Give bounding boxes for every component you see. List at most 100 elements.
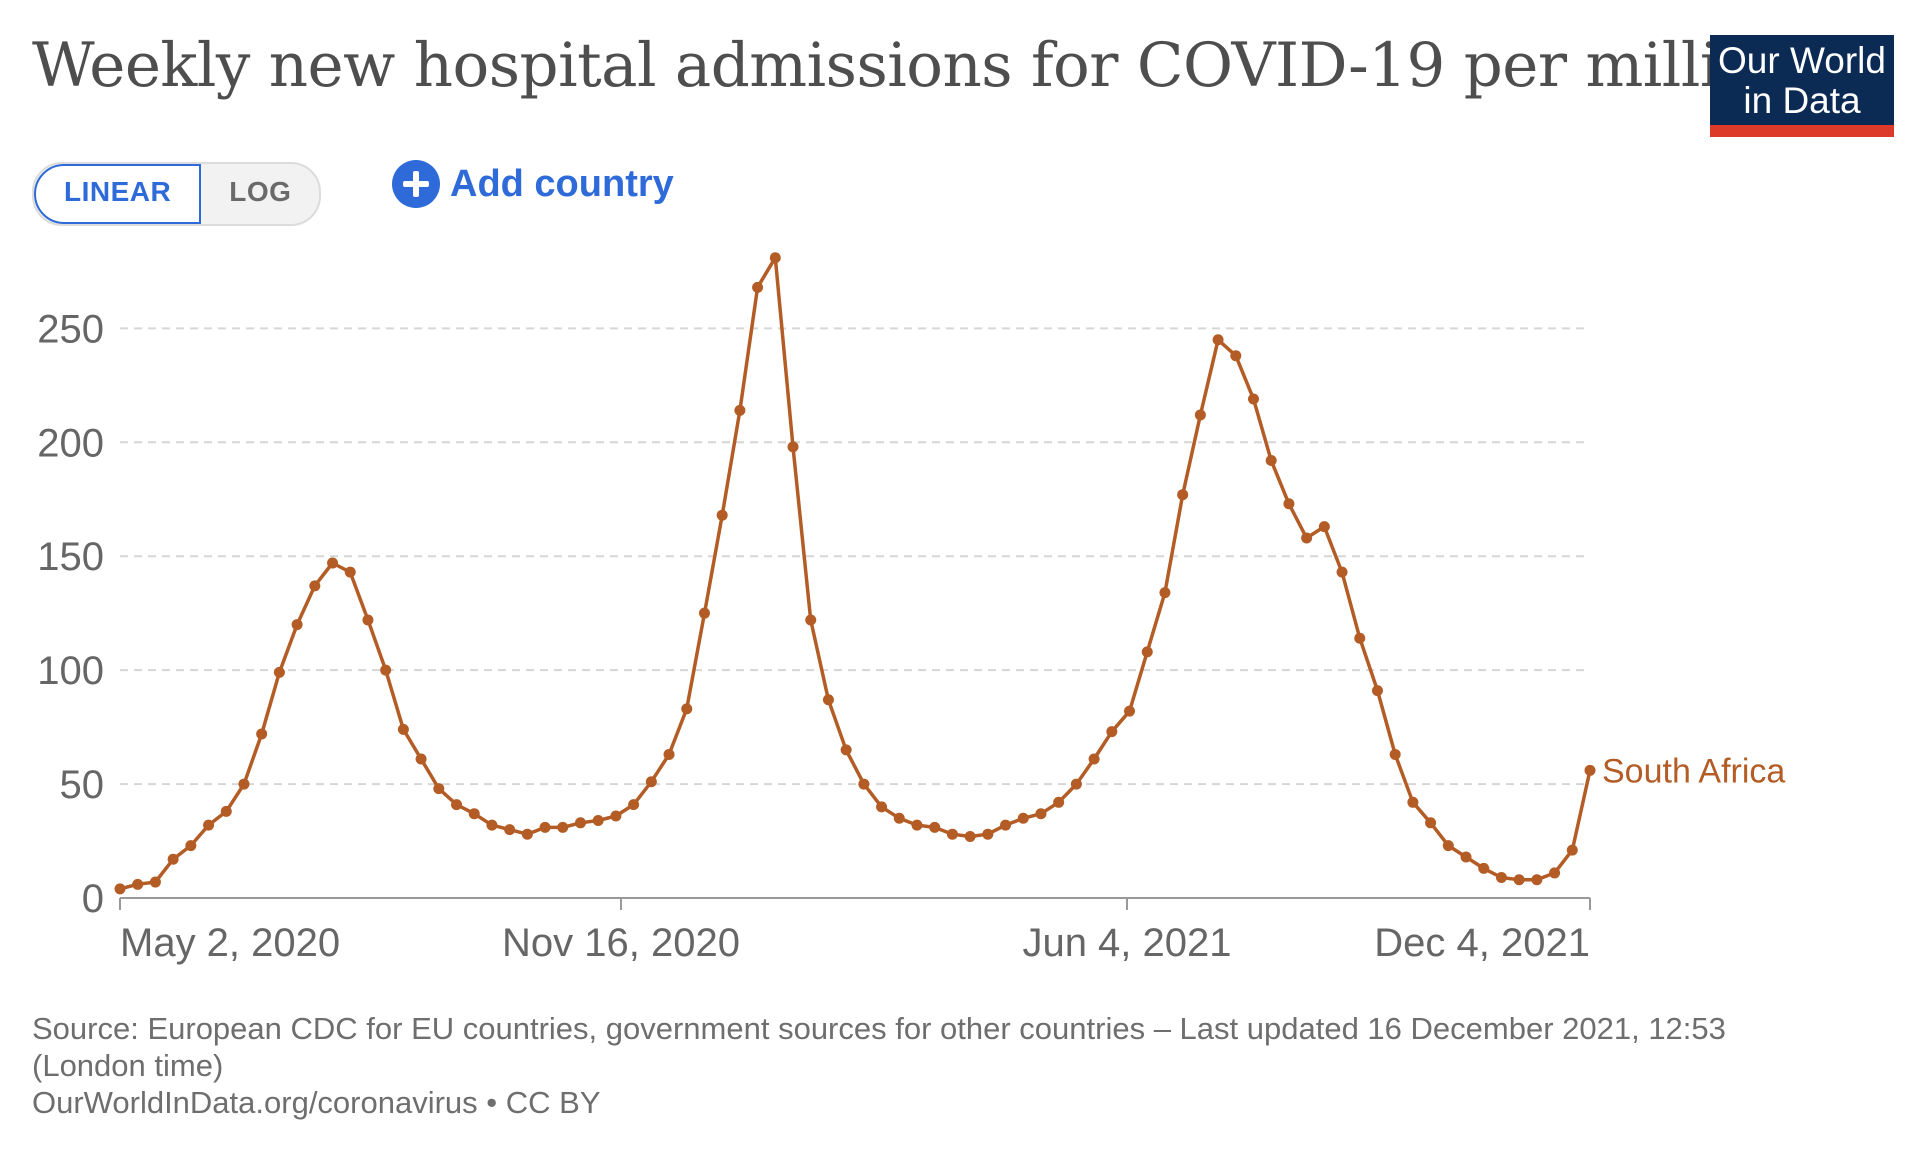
data-point[interactable]	[1442, 840, 1454, 852]
x-tick-label: Jun 4, 2021	[1022, 921, 1231, 965]
data-point[interactable]	[1194, 409, 1206, 421]
data-point[interactable]	[451, 799, 463, 811]
data-point[interactable]	[291, 619, 303, 631]
data-point[interactable]	[893, 812, 905, 824]
logo-line-2: in Data	[1743, 80, 1861, 121]
data-point[interactable]	[1283, 498, 1295, 510]
data-point[interactable]	[1000, 819, 1012, 831]
data-point[interactable]	[1566, 844, 1578, 856]
data-point[interactable]	[574, 817, 586, 829]
data-point[interactable]	[1549, 867, 1561, 879]
data-point[interactable]	[628, 799, 640, 811]
data-point[interactable]	[1301, 532, 1313, 544]
data-point[interactable]	[1141, 646, 1153, 658]
data-point[interactable]	[380, 664, 392, 676]
data-point[interactable]	[645, 776, 657, 788]
data-point[interactable]	[149, 876, 161, 888]
data-point[interactable]	[362, 614, 374, 626]
data-point[interactable]	[504, 824, 516, 836]
data-point[interactable]	[840, 744, 852, 756]
data-point[interactable]	[309, 580, 321, 592]
series-line-south-africa[interactable]	[119, 255, 1592, 891]
data-point[interactable]	[486, 819, 498, 831]
data-point[interactable]	[1265, 455, 1277, 467]
scale-log-button[interactable]: LOG	[229, 176, 292, 207]
data-point[interactable]	[1106, 726, 1118, 738]
data-point[interactable]	[876, 801, 888, 813]
data-point[interactable]	[397, 723, 409, 735]
data-point[interactable]	[1017, 812, 1029, 824]
data-point[interactable]	[911, 819, 923, 831]
data-point[interactable]	[1389, 748, 1401, 760]
data-point[interactable]	[734, 404, 746, 416]
add-country-button[interactable]: Add country	[392, 160, 674, 208]
data-point[interactable]	[1212, 334, 1224, 346]
data-point[interactable]	[167, 853, 179, 865]
x-tick-label: May 2, 2020	[120, 921, 340, 965]
data-point[interactable]	[1478, 862, 1490, 874]
data-point[interactable]	[1584, 764, 1596, 776]
data-point[interactable]	[610, 810, 622, 822]
data-point[interactable]	[344, 566, 356, 578]
data-point[interactable]	[663, 748, 675, 760]
data-point[interactable]	[1371, 685, 1383, 697]
data-point[interactable]	[1513, 874, 1525, 886]
data-point[interactable]	[1425, 817, 1437, 829]
y-tick-label: 250	[37, 307, 104, 351]
owid-logo[interactable]: Our World in Data	[1710, 35, 1894, 137]
data-point[interactable]	[1035, 808, 1047, 820]
data-point[interactable]	[1460, 851, 1472, 863]
data-point[interactable]	[327, 557, 339, 569]
data-point[interactable]	[220, 805, 232, 817]
data-point[interactable]	[468, 808, 480, 820]
data-point[interactable]	[185, 840, 197, 852]
x-tick-label: Dec 4, 2021	[1374, 921, 1590, 965]
data-point[interactable]	[1495, 871, 1507, 883]
data-point[interactable]	[1354, 632, 1366, 644]
data-point[interactable]	[716, 509, 728, 521]
plus-circle-icon	[392, 160, 440, 208]
data-point[interactable]	[752, 281, 764, 293]
data-point[interactable]	[1247, 393, 1259, 405]
data-point[interactable]	[1177, 489, 1189, 501]
data-point[interactable]	[238, 778, 250, 790]
data-point[interactable]	[256, 728, 268, 740]
y-tick-label: 50	[60, 763, 105, 807]
data-point[interactable]	[1407, 796, 1419, 808]
data-point[interactable]	[203, 819, 215, 831]
data-point[interactable]	[1053, 796, 1065, 808]
scale-linear-button[interactable]: LINEAR	[34, 164, 202, 224]
data-point[interactable]	[1336, 566, 1348, 578]
data-point[interactable]	[1531, 874, 1543, 886]
data-point[interactable]	[592, 815, 604, 827]
data-point[interactable]	[787, 441, 799, 453]
source-link[interactable]: OurWorldInData.org/coronavirus • CC BY	[32, 1085, 601, 1120]
data-point[interactable]	[273, 666, 285, 678]
data-point[interactable]	[415, 753, 427, 765]
data-point[interactable]	[1230, 350, 1242, 362]
data-point[interactable]	[1088, 753, 1100, 765]
data-point[interactable]	[698, 607, 710, 619]
data-point[interactable]	[982, 828, 994, 840]
data-point[interactable]	[858, 778, 870, 790]
data-point[interactable]	[1318, 521, 1330, 533]
data-point[interactable]	[539, 821, 551, 833]
data-point[interactable]	[557, 821, 569, 833]
data-point[interactable]	[929, 821, 941, 833]
data-point[interactable]	[822, 694, 834, 706]
data-point[interactable]	[521, 828, 533, 840]
data-point[interactable]	[946, 828, 958, 840]
data-point[interactable]	[1070, 778, 1082, 790]
scale-toggle: LINEAR LOG	[32, 162, 322, 226]
data-point[interactable]	[681, 703, 693, 715]
data-point[interactable]	[769, 252, 781, 264]
data-point[interactable]	[805, 614, 817, 626]
data-point[interactable]	[964, 830, 976, 842]
data-point[interactable]	[1159, 587, 1171, 599]
chart-title: Weekly new hospital admissions for COVID…	[32, 30, 1794, 101]
data-point[interactable]	[433, 783, 445, 795]
data-point[interactable]	[1124, 705, 1136, 717]
series-label-south-africa[interactable]: South Africa	[1602, 752, 1785, 790]
data-point[interactable]	[132, 878, 144, 890]
data-point[interactable]	[114, 883, 126, 895]
